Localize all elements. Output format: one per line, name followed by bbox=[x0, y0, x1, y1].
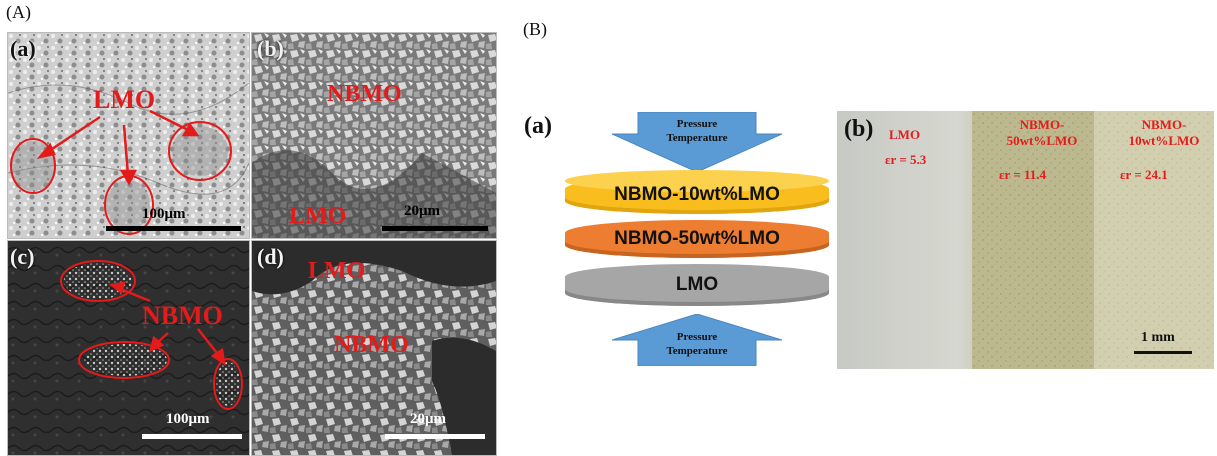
scale-label-c: 100μm bbox=[166, 411, 210, 427]
sem-texture-b bbox=[252, 33, 496, 238]
panel-label-c: (c) bbox=[10, 244, 35, 269]
panel-label-d: (d) bbox=[257, 244, 284, 269]
section-name-50wt: NBMO- 50wt%LMO bbox=[995, 117, 1089, 149]
sem-image-a: (a) LMO 100μm bbox=[7, 32, 250, 239]
highlight-circle bbox=[168, 121, 232, 181]
figure-part-b-label: (B) bbox=[523, 19, 547, 39]
scale-bar bbox=[142, 434, 242, 439]
section-name-line1: NBMO- bbox=[1019, 117, 1065, 132]
sample-photo-image bbox=[837, 111, 1214, 369]
scale-bar bbox=[385, 434, 485, 439]
layer-top-surface bbox=[565, 170, 829, 192]
sem-texture-a bbox=[8, 33, 249, 238]
scale-label-d: 20μm bbox=[410, 411, 446, 427]
panel-label-a: (a) bbox=[10, 36, 36, 61]
pointer-arrow bbox=[149, 109, 191, 133]
annotation-nbmo: NBMO bbox=[327, 81, 402, 107]
sample-photo: (b) LMO εr = 5.3 NBMO- 50wt%LMO εr = 11.… bbox=[837, 111, 1214, 369]
permittivity-50wt: εr = 11.4 bbox=[999, 167, 1047, 182]
temperature-text: Temperature bbox=[666, 345, 728, 357]
scale-bar bbox=[106, 226, 241, 231]
scale-label-b: 20μm bbox=[404, 203, 440, 219]
section-name-line2: 50wt%LMO bbox=[1006, 133, 1078, 148]
annotation-lmo: LMO bbox=[308, 258, 366, 284]
figure-part-a-label: (A) bbox=[6, 2, 31, 22]
highlight-circle bbox=[78, 341, 170, 379]
highlight-circle bbox=[10, 138, 56, 194]
highlight-circle bbox=[60, 260, 136, 302]
pressure-text: Pressure bbox=[676, 118, 718, 130]
layer-nbmo-50wt-lmo: NBMO-50wt%LMO bbox=[565, 220, 829, 258]
bottom-arrow-label: Pressure Temperature bbox=[642, 330, 752, 358]
annotation-nbmo: NBMO bbox=[142, 301, 223, 330]
section-name-lmo: LMO bbox=[889, 127, 921, 142]
scale-label-a: 100μm bbox=[142, 206, 186, 222]
temperature-text: Temperature bbox=[666, 132, 728, 144]
photo-label: (b) bbox=[844, 116, 874, 142]
section-name-line2: 10wt%LMO bbox=[1128, 133, 1200, 148]
section-name-10wt: NBMO- 10wt%LMO bbox=[1117, 117, 1211, 149]
sem-image-c: (c) NBMO 100μm bbox=[7, 240, 250, 456]
layer-nbmo-10wt-lmo-text: NBMO-10wt%LMO bbox=[614, 184, 780, 205]
sem-image-d: (d) LMO NBMO 20μm bbox=[251, 240, 497, 456]
scale-bar bbox=[1134, 351, 1192, 354]
annotation-lmo: LMO bbox=[289, 203, 347, 229]
permittivity-10wt: εr = 24.1 bbox=[1120, 167, 1168, 182]
scale-bar bbox=[382, 226, 488, 231]
pointer-arrow bbox=[45, 115, 101, 155]
annotation-lmo: LMO bbox=[93, 85, 156, 114]
sem-image-b: (b) NBMO LMO 20μm bbox=[251, 32, 497, 239]
pointer-arrow bbox=[117, 286, 151, 303]
annotation-nbmo: NBMO bbox=[334, 332, 409, 358]
pressure-text: Pressure bbox=[676, 331, 718, 343]
sem-texture-c bbox=[8, 241, 249, 455]
layer-lmo: LMO bbox=[565, 264, 829, 306]
panel-label-b: (b) bbox=[257, 36, 284, 61]
pressure-arrow-down bbox=[612, 112, 782, 172]
pressure-arrow-up bbox=[612, 314, 782, 366]
sem-texture-d bbox=[252, 241, 496, 455]
section-name-line1: NBMO- bbox=[1141, 117, 1187, 132]
permittivity-lmo: εr = 5.3 bbox=[885, 152, 927, 167]
stack-diagram-label: (a) bbox=[524, 113, 552, 139]
top-arrow-label: Pressure Temperature bbox=[642, 117, 752, 145]
highlight-circle bbox=[213, 358, 243, 410]
pointer-arrow bbox=[122, 124, 130, 176]
photo-scale-label: 1 mm bbox=[1141, 330, 1175, 345]
